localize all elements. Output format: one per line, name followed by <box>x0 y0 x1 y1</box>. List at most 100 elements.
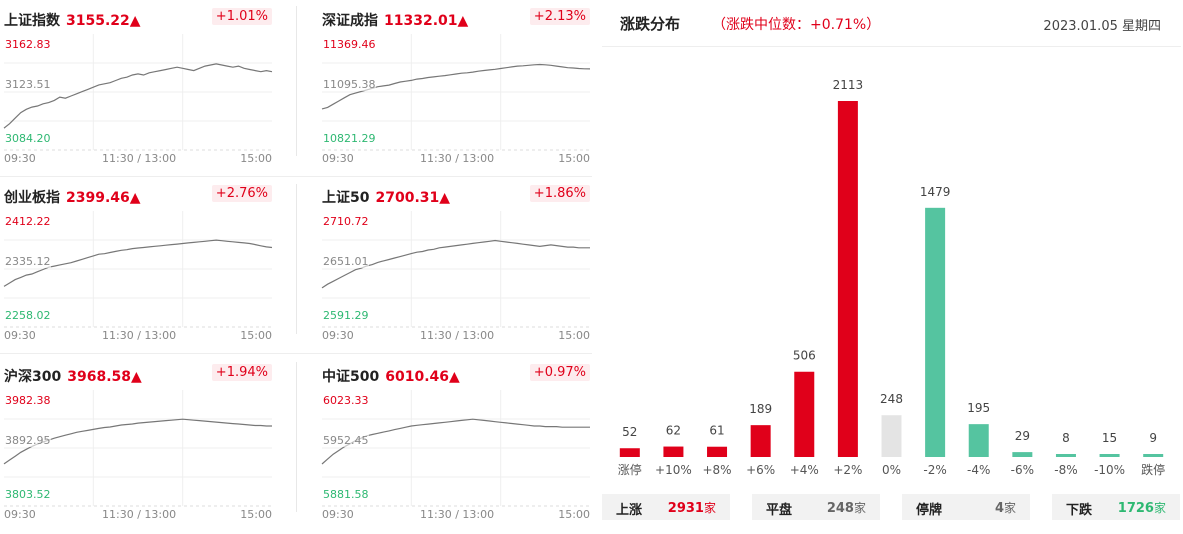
index-name: 深证成指 <box>322 13 378 29</box>
low-label: 3084.20 <box>5 132 51 145</box>
index-value: 2700.31▲ <box>375 190 451 206</box>
index-title: 中证500 6010.46▲ <box>322 366 460 386</box>
category-label: -2% <box>923 463 946 477</box>
index-change-badge: +2.13% <box>529 8 590 25</box>
bar <box>663 446 684 457</box>
index-panel-sh[interactable]: 上证指数 3155.22▲ +1.01% 3162.83 3123.51 3084… <box>3 8 273 178</box>
index-value: 3155.22▲ <box>66 13 141 29</box>
time-tick-noon: 11:30 / 13:00 <box>102 152 177 165</box>
column-divider <box>296 6 297 156</box>
time-tick-noon: 11:30 / 13:00 <box>420 152 495 165</box>
index-title: 深证成指 11332.01▲ <box>322 10 468 30</box>
bar <box>794 371 815 457</box>
index-panel-zz500[interactable]: 中证500 6010.46▲ +0.97% 6023.33 5952.45 588… <box>321 364 590 534</box>
low-label: 3803.52 <box>5 488 51 501</box>
high-label: 3982.38 <box>5 394 51 407</box>
column-divider <box>296 362 297 512</box>
bar <box>925 207 946 457</box>
time-tick-close: 15:00 <box>240 329 272 342</box>
high-label: 2412.22 <box>5 215 51 228</box>
stat-suspended: 停牌 4家 <box>902 494 1030 520</box>
category-label: -10% <box>1094 463 1125 477</box>
time-tick-noon: 11:30 / 13:00 <box>102 508 177 521</box>
index-name: 沪深300 <box>4 369 62 385</box>
index-panel-hs300[interactable]: 沪深300 3968.58▲ +1.94% 3982.38 3892.95 380… <box>3 364 272 534</box>
category-label: 0% <box>882 463 901 477</box>
low-label: 5881.58 <box>323 488 369 501</box>
distribution-median: （涨跌中位数：+0.71%） <box>712 17 881 33</box>
category-label: -8% <box>1054 463 1077 477</box>
stat-up: 上涨 2931家 <box>602 494 730 520</box>
mid-label: 5952.45 <box>323 434 369 447</box>
low-label: 2591.29 <box>323 309 369 322</box>
bar <box>837 101 858 457</box>
time-tick-noon: 11:30 / 13:00 <box>420 508 495 521</box>
bar <box>619 448 640 457</box>
high-label: 6023.33 <box>323 394 369 407</box>
stat-label: 停牌 <box>916 503 943 518</box>
index-name: 上证指数 <box>4 13 60 29</box>
category-label: -6% <box>1011 463 1034 477</box>
mid-label: 11095.38 <box>323 78 376 91</box>
bar-value-label: 248 <box>880 392 903 406</box>
bar <box>968 424 989 457</box>
stat-value: 1726家 <box>1117 501 1166 516</box>
time-tick-open: 09:30 <box>4 329 36 342</box>
time-tick-close: 15:00 <box>558 329 590 342</box>
time-tick-close: 15:00 <box>558 152 590 165</box>
category-label: +6% <box>746 463 775 477</box>
stat-value: 4家 <box>994 501 1016 516</box>
index-change-badge: +1.01% <box>211 8 272 25</box>
stat-down: 下跌 1726家 <box>1052 494 1180 520</box>
index-change-badge: +0.97% <box>529 364 590 381</box>
time-tick-open: 09:30 <box>322 329 354 342</box>
intraday-chart <box>3 390 272 507</box>
bar-value-label: 1479 <box>920 185 951 199</box>
bar <box>1012 452 1033 457</box>
bar <box>881 415 902 457</box>
index-value: 11332.01▲ <box>384 13 469 29</box>
index-name: 中证500 <box>322 369 380 385</box>
bar-value-label: 62 <box>666 424 681 438</box>
bar-value-label: 2113 <box>833 78 864 92</box>
bar <box>750 425 771 457</box>
time-tick-open: 09:30 <box>322 508 354 521</box>
mid-label: 3892.95 <box>5 434 51 447</box>
stat-value: 248家 <box>826 501 866 516</box>
distribution-bar-chart: 52 涨停 62 +10% 61 +8% 189 +6% 506 +4% 2113 +2% 248 0% 1… <box>618 78 1165 477</box>
low-label: 2258.02 <box>5 309 51 322</box>
index-panel-cyb[interactable]: 创业板指 2399.46▲ +2.76% 2412.22 2335.12 2258… <box>3 185 273 355</box>
mid-label: 3123.51 <box>5 78 51 91</box>
index-panel-sz[interactable]: 深证成指 11332.01▲ +2.13% 11369.46 11095.38 1… <box>321 8 591 178</box>
row-divider <box>0 353 592 354</box>
index-change-badge: +1.94% <box>211 364 272 381</box>
index-panel-sz50[interactable]: 上证50 2700.31▲ +1.86% 2710.72 2651.01 2591… <box>321 185 590 355</box>
index-title: 上证50 2700.31▲ <box>322 187 450 207</box>
bar-value-label: 61 <box>709 424 724 438</box>
index-name: 上证50 <box>322 190 370 206</box>
category-label: +8% <box>702 463 731 477</box>
stat-flat: 平盘 248家 <box>752 494 880 520</box>
bar-value-label: 15 <box>1102 431 1117 445</box>
index-title: 上证指数 3155.22▲ <box>4 10 141 30</box>
mid-label: 2335.12 <box>5 255 51 268</box>
stat-label: 上涨 <box>616 503 643 518</box>
time-tick-open: 09:30 <box>4 508 36 521</box>
bar-value-label: 189 <box>749 402 772 416</box>
intraday-chart <box>3 34 273 151</box>
bar-value-label: 195 <box>967 401 990 415</box>
time-tick-open: 09:30 <box>4 152 36 165</box>
distribution-header: 涨跌分布 （涨跌中位数：+0.71%） 2023.01.05 星期四 <box>602 0 1181 47</box>
index-change-badge: +1.86% <box>529 185 590 202</box>
category-label: 跌停 <box>1141 462 1165 477</box>
bar-value-label: 29 <box>1015 429 1030 443</box>
time-tick-close: 15:00 <box>558 508 590 521</box>
time-tick-noon: 11:30 / 13:00 <box>420 329 495 342</box>
stats-bar: 上涨 2931家 平盘 248家 停牌 4家 下跌 1726家 <box>602 494 1181 520</box>
high-label: 3162.83 <box>5 38 51 51</box>
column-divider <box>296 184 297 334</box>
updown-distribution: 涨跌分布 （涨跌中位数：+0.71%） 2023.01.05 星期四 52 涨停 6… <box>602 0 1183 521</box>
stat-label: 平盘 <box>766 503 793 518</box>
price-line <box>3 63 273 129</box>
high-label: 11369.46 <box>323 38 376 51</box>
